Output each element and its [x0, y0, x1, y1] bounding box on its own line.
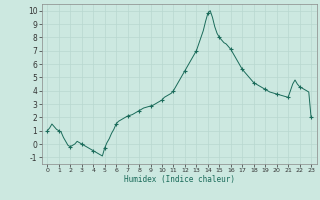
X-axis label: Humidex (Indice chaleur): Humidex (Indice chaleur): [124, 175, 235, 184]
